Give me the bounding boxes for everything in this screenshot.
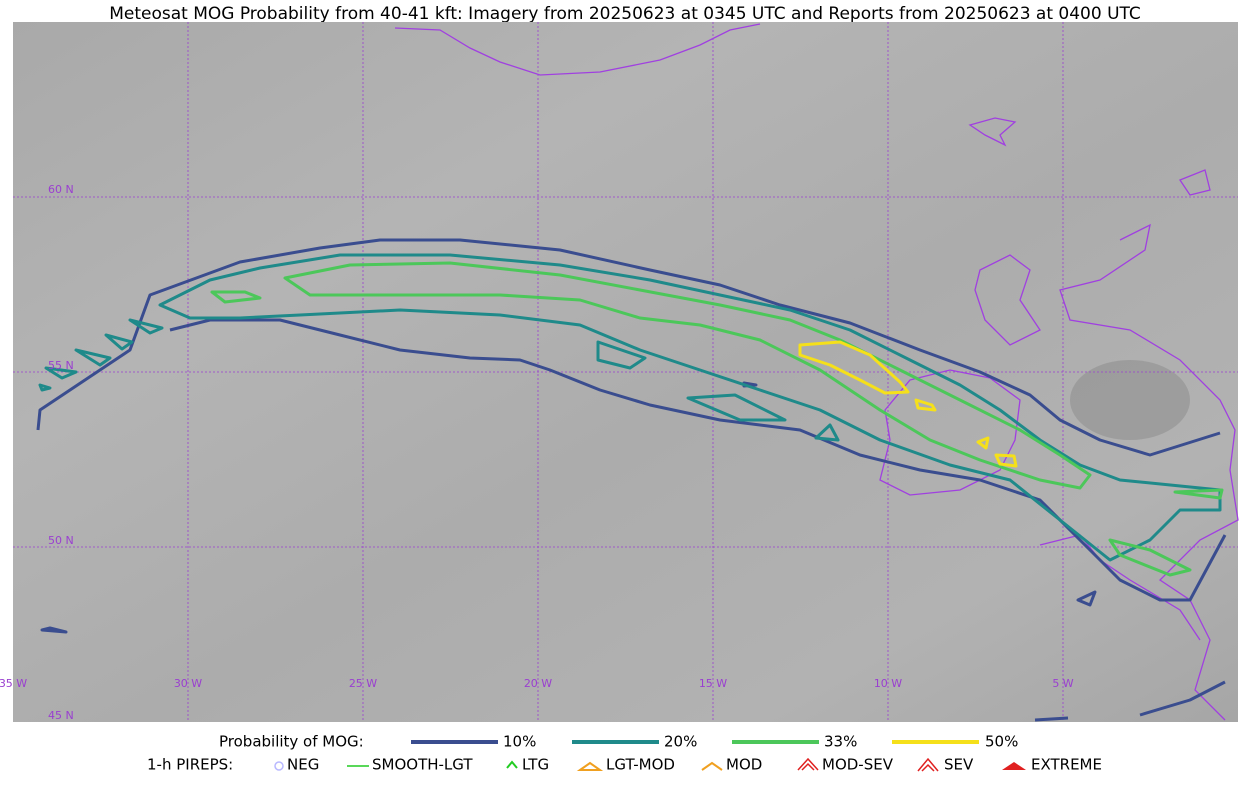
legend-item: NEG	[287, 756, 319, 774]
lat-label: 50 N	[48, 534, 74, 547]
legend-probability: Probability of MOG: 10% 20% 33% 50%	[219, 733, 1018, 751]
legend-pireps: 1-h PIREPS: NEG SMOOTH-LGT LTG LGT-MOD M…	[147, 756, 1102, 774]
coastlines	[394, 23, 1239, 721]
legend-item: 50%	[985, 733, 1018, 751]
longitude-labels: 35 W 30 W 25 W 20 W 15 W 10 W 5 W	[0, 677, 1074, 690]
legend-item: 20%	[664, 733, 697, 751]
legend-item: MOD	[726, 756, 762, 774]
legend-item: MOD-SEV	[822, 756, 894, 774]
graticule	[13, 22, 1238, 722]
legend-item: SMOOTH-LGT	[372, 756, 473, 774]
contour-33	[283, 261, 1092, 490]
legend-item: 33%	[824, 733, 857, 751]
contour-50	[798, 340, 1018, 468]
lon-label: 30 W	[174, 677, 202, 690]
legend-item: SEV	[944, 756, 974, 774]
cloud-feature	[1070, 360, 1190, 440]
lon-label: 20 W	[524, 677, 552, 690]
legend-item: LTG	[522, 756, 549, 774]
contour-10	[36, 238, 1227, 602]
latitude-labels: 60 N 55 N 50 N 45 N	[48, 183, 74, 722]
lat-label: 45 N	[48, 709, 74, 722]
lon-label: 15 W	[699, 677, 727, 690]
lon-label: 5 W	[1052, 677, 1073, 690]
contour-20	[158, 253, 1222, 562]
legend-item: EXTREME	[1031, 756, 1102, 774]
lat-label: 55 N	[48, 359, 74, 372]
lon-label: 10 W	[874, 677, 902, 690]
probability-contours	[36, 238, 1227, 722]
legend-label: Probability of MOG:	[219, 733, 364, 751]
legend-item: LGT-MOD	[606, 756, 675, 774]
lon-label: 25 W	[349, 677, 377, 690]
lon-label: 35 W	[0, 677, 27, 690]
lat-label: 60 N	[48, 183, 74, 196]
legend-item: 10%	[503, 733, 536, 751]
legend-label: 1-h PIREPS:	[147, 756, 233, 774]
title: Meteosat MOG Probability from 40-41 kft:…	[109, 4, 1141, 24]
